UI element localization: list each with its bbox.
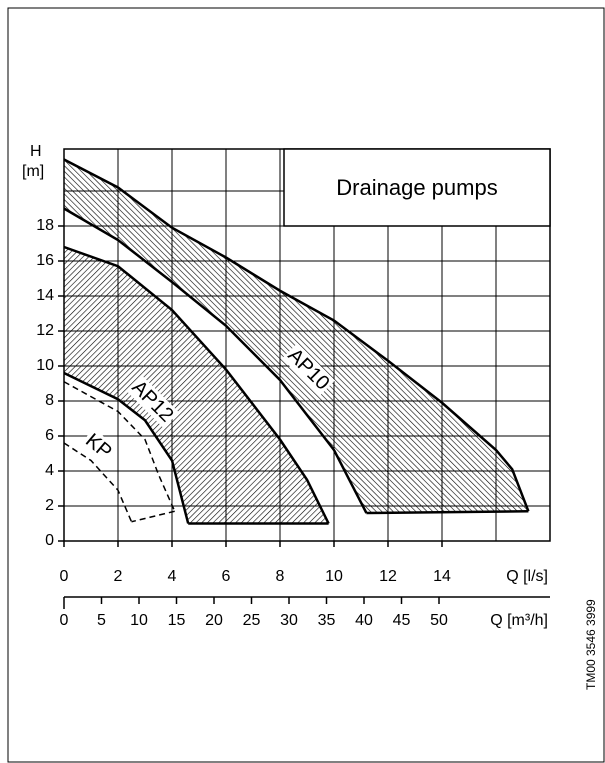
y-tick-label: 16 <box>36 252 54 269</box>
band-fill <box>64 159 529 513</box>
x2-label: Q [m³/h] <box>490 612 548 629</box>
band-fill <box>64 247 329 524</box>
code: TM00 3546 3999 <box>584 599 598 690</box>
y-tick-label: 8 <box>45 392 54 409</box>
y-tick-label: 12 <box>36 322 54 339</box>
band-upper-curve <box>63 245 330 525</box>
x2-tick-label: 25 <box>243 612 261 629</box>
x-tick-label: 0 <box>60 568 69 585</box>
x2-tick-label: 50 <box>430 612 448 629</box>
band-bottom <box>366 510 529 515</box>
band-label: KP <box>79 428 118 465</box>
band-label-bg <box>79 428 118 465</box>
band-label-bg <box>126 374 180 428</box>
band-label-text: KP <box>81 429 116 463</box>
title-box <box>283 148 551 227</box>
page-frame <box>7 7 605 763</box>
x-tick-label: 2 <box>114 568 123 585</box>
y-label: H <box>30 143 42 160</box>
x2-tick-label: 40 <box>355 612 373 629</box>
x2-tick-label: 35 <box>318 612 336 629</box>
x2-tick-label: 30 <box>280 612 298 629</box>
x2-tick-label: 5 <box>97 612 106 629</box>
y-tick-label: 14 <box>36 287 54 304</box>
band-upper-curve <box>63 158 530 512</box>
x-tick-label: 6 <box>222 568 231 585</box>
x2-tick-label: 10 <box>130 612 148 629</box>
band-upper-curve <box>63 381 176 512</box>
y-tick-label: 18 <box>36 217 54 234</box>
y-tick-label: 10 <box>36 357 54 374</box>
x2-tick-label: 15 <box>168 612 186 629</box>
x-tick-label: 14 <box>433 568 451 585</box>
x-label: Q [l/s] <box>506 568 548 585</box>
x-tick-label: 8 <box>276 568 285 585</box>
y-tick-label: 4 <box>45 462 54 479</box>
x-tick-label: 10 <box>325 568 343 585</box>
band-lower-curve <box>63 371 190 524</box>
x-tick-label: 4 <box>168 568 177 585</box>
y-tick-label: 6 <box>45 427 54 444</box>
x2-tick-label: 20 <box>205 612 223 629</box>
band-lower-curve <box>63 207 368 514</box>
y-tick-label: 2 <box>45 497 54 514</box>
y-unit: [m] <box>22 163 44 180</box>
band-bottom <box>131 510 175 523</box>
chart-title: Drainage pumps <box>336 175 497 200</box>
x-tick-label: 12 <box>379 568 397 585</box>
y-tick-label: 0 <box>45 532 54 549</box>
band-label-bg <box>282 342 336 396</box>
band-lower-curve <box>63 442 133 523</box>
x2-tick-label: 45 <box>393 612 411 629</box>
x2-tick-label: 0 <box>60 612 69 629</box>
